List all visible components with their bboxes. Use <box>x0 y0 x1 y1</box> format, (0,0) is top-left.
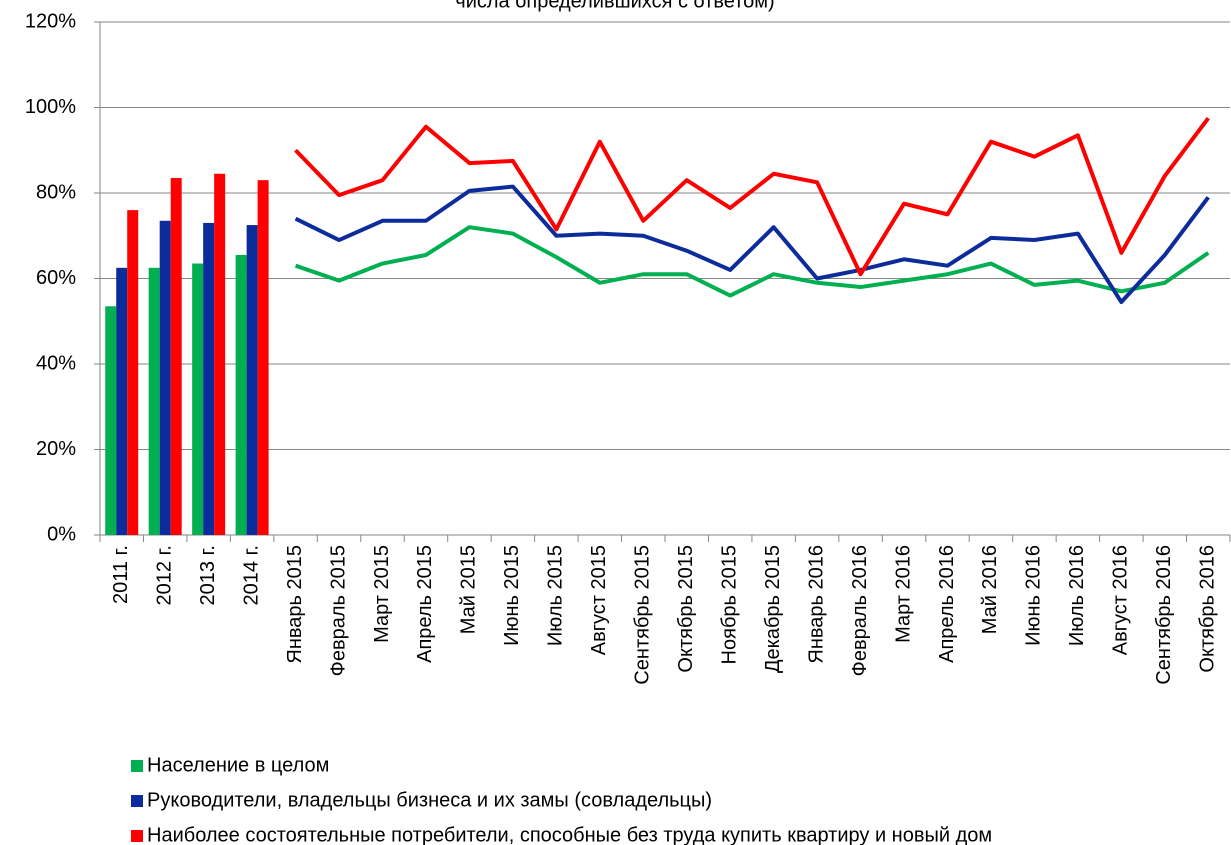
x-tick-label: Март 2016 <box>892 545 914 643</box>
x-tick-label: Июнь 2016 <box>1023 545 1045 646</box>
bar <box>105 306 117 535</box>
bar <box>148 267 160 535</box>
x-tick-label: Август 2016 <box>1110 545 1132 655</box>
x-tick-label: Июль 2015 <box>545 545 567 646</box>
legend-label: Руководители, владельцы бизнеса и их зам… <box>147 789 712 811</box>
line <box>294 184 1210 305</box>
x-tick-label: Сентябрь 2016 <box>1153 545 1175 685</box>
line <box>294 225 1210 298</box>
bar <box>192 263 204 535</box>
x-tick-label: Апрель 2016 <box>936 545 958 663</box>
x-tick-label: 2014 г. <box>240 545 262 605</box>
legend-swatch <box>131 760 143 772</box>
legend-swatch <box>131 795 143 807</box>
y-tick-label: 80% <box>36 181 76 203</box>
x-tick-label: Сентябрь 2015 <box>632 545 654 685</box>
y-tick-label: 20% <box>36 438 76 460</box>
x-tick-label: Январь 2016 <box>805 545 827 664</box>
y-tick-label: 120% <box>25 10 76 32</box>
x-tick-label: Октябрь 2016 <box>1197 545 1219 673</box>
x-tick-label: Ноябрь 2015 <box>718 545 740 664</box>
legend-label: Наиболее состоятельные потребители, спос… <box>147 824 992 845</box>
y-tick-label: 60% <box>36 267 76 289</box>
x-tick-label: Январь 2015 <box>284 545 306 664</box>
x-tick-label: Февраль 2015 <box>327 545 349 676</box>
chart-title: числа определившихся с ответом) <box>455 0 774 12</box>
x-tick-label: Май 2015 <box>458 545 480 634</box>
x-tick-label: Май 2016 <box>979 545 1001 634</box>
bar <box>203 222 215 536</box>
bar <box>116 267 128 535</box>
x-tick-label: Октябрь 2015 <box>675 545 697 673</box>
bar <box>257 180 269 536</box>
x-tick-label: Июнь 2015 <box>501 545 523 646</box>
x-tick-label: Март 2015 <box>371 545 393 643</box>
x-tick-label: Февраль 2016 <box>849 545 871 676</box>
bar <box>235 254 247 536</box>
bar <box>159 220 171 535</box>
x-tick-label: Август 2015 <box>588 545 610 655</box>
bar <box>246 225 258 535</box>
bar <box>214 173 226 535</box>
x-tick-label: 2013 г. <box>197 545 219 605</box>
line <box>294 116 1210 277</box>
y-tick-label: 100% <box>25 96 76 118</box>
y-tick-label: 40% <box>36 352 76 374</box>
x-tick-label: Декабрь 2015 <box>762 545 784 673</box>
x-tick-label: Апрель 2015 <box>414 545 436 663</box>
legend-swatch <box>131 830 143 842</box>
x-tick-label: 2011 г. <box>110 545 132 604</box>
legend-label: Население в целом <box>147 754 329 776</box>
x-tick-label: Июль 2016 <box>1066 545 1088 646</box>
y-tick-label: 0% <box>47 523 76 545</box>
bar <box>170 178 182 535</box>
x-tick-label: 2012 г. <box>153 545 175 605</box>
bar <box>127 210 139 535</box>
